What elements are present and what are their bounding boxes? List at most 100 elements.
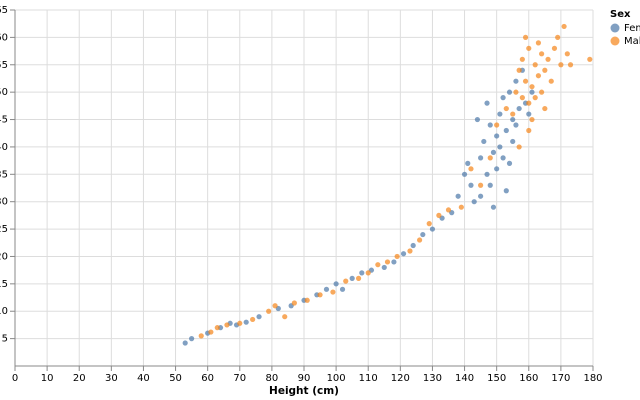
y-tick-label: 20	[0, 251, 8, 262]
point	[522, 34, 529, 40]
point	[304, 297, 310, 303]
point	[417, 237, 423, 243]
point	[429, 226, 436, 232]
point	[343, 278, 349, 284]
legend-swatch	[610, 36, 620, 46]
point	[478, 182, 484, 188]
point	[503, 105, 509, 112]
point	[529, 84, 535, 90]
point	[513, 122, 519, 128]
legend-title: Sex	[610, 9, 631, 20]
point	[545, 56, 551, 62]
point	[487, 122, 493, 128]
point	[484, 171, 490, 177]
point	[487, 155, 493, 161]
x-tick-label: 70	[233, 373, 246, 384]
point	[506, 160, 513, 166]
point	[555, 34, 561, 40]
y-tick-label: 15	[0, 279, 8, 290]
point	[420, 231, 426, 238]
x-tick-label: 60	[201, 373, 214, 384]
point	[256, 314, 262, 320]
y-tick-label: 40	[0, 142, 8, 153]
point	[381, 264, 387, 271]
point	[478, 193, 484, 199]
x-tick-label: 120	[391, 373, 410, 384]
point	[497, 144, 503, 150]
point	[471, 199, 477, 205]
legend-label: Female	[624, 23, 640, 34]
y-tick-label: 65	[0, 5, 8, 16]
point	[317, 292, 323, 298]
x-tick-label: 160	[519, 373, 538, 384]
legend-label: Male	[624, 36, 640, 47]
x-tick-label: 180	[583, 373, 602, 384]
y-tick-label: 10	[0, 306, 8, 317]
point	[510, 111, 516, 117]
point	[503, 127, 509, 134]
point	[330, 289, 336, 295]
point	[359, 270, 365, 276]
x-tick-label: 30	[105, 373, 118, 384]
point	[349, 275, 355, 281]
point	[391, 259, 397, 265]
point	[272, 303, 278, 309]
point	[529, 116, 535, 123]
point	[519, 95, 525, 101]
x-tick-label: 150	[487, 373, 506, 384]
point	[513, 78, 519, 84]
point	[551, 45, 558, 51]
point	[529, 89, 535, 95]
point	[455, 193, 461, 199]
point	[542, 105, 548, 112]
point	[535, 73, 542, 79]
point	[355, 275, 362, 281]
point	[365, 270, 371, 276]
point	[224, 322, 230, 328]
x-tick-label: 90	[298, 373, 311, 384]
x-tick-label: 170	[551, 373, 570, 384]
point	[400, 251, 407, 257]
point	[214, 325, 220, 331]
y-tick-label: 50	[0, 87, 8, 98]
point	[250, 316, 256, 323]
y-tick-label: 55	[0, 60, 8, 71]
point	[237, 320, 243, 326]
point	[506, 89, 513, 95]
x-tick-label: 20	[73, 373, 86, 384]
point	[539, 89, 545, 95]
point	[526, 100, 532, 106]
point	[494, 122, 500, 128]
point	[490, 204, 497, 210]
x-tick-label: 10	[41, 373, 54, 384]
point	[465, 160, 471, 166]
point	[567, 62, 574, 68]
point	[481, 138, 487, 145]
y-tick-label: 45	[0, 115, 8, 126]
y-tick-label: 35	[0, 169, 8, 180]
point	[513, 89, 519, 95]
point	[323, 286, 330, 292]
point	[500, 95, 506, 101]
point	[208, 329, 214, 335]
point	[445, 207, 452, 213]
x-axis-title: Height (cm)	[269, 385, 339, 397]
point	[519, 56, 525, 62]
point	[487, 182, 493, 188]
x-tick-label: 140	[455, 373, 474, 384]
x-tick-label: 40	[137, 373, 150, 384]
point	[526, 45, 532, 51]
point	[494, 166, 500, 172]
point	[490, 149, 497, 155]
point	[375, 262, 381, 268]
point	[282, 314, 288, 320]
point	[189, 336, 195, 342]
x-tick-label: 0	[12, 373, 18, 384]
point	[436, 212, 442, 218]
point	[522, 78, 529, 84]
point	[468, 182, 474, 188]
point	[243, 319, 249, 325]
point	[407, 248, 413, 254]
y-tick-label: 30	[0, 197, 8, 208]
